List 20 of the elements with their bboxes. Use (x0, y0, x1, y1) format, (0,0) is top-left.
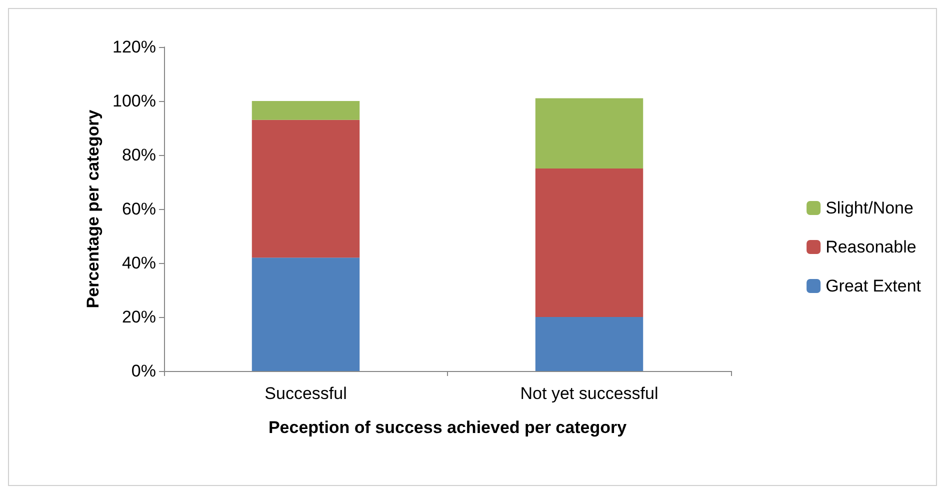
bar (535, 317, 644, 371)
x-axis-title: Peception of success achieved per category (268, 418, 628, 437)
legend-label: Slight/None (826, 198, 914, 218)
bar (535, 98, 644, 168)
legend-label: Reasonable (826, 238, 916, 256)
y-tick-label: 100% (112, 92, 156, 110)
y-tick-label: 0% (131, 362, 156, 380)
bar (252, 120, 360, 258)
y-tick-label: 60% (122, 200, 156, 218)
bar (535, 168, 644, 317)
bar (252, 258, 360, 371)
legend-label: Great Extent (826, 276, 922, 296)
y-tick-label: 120% (112, 38, 156, 56)
x-tick-label: Not yet successful (520, 384, 658, 403)
y-tick-label: 80% (122, 146, 156, 164)
x-tick-label: Successful (264, 384, 347, 403)
y-tick-label: 40% (122, 254, 156, 272)
y-axis-title: Percentage per category (84, 109, 103, 308)
y-tick-label: 20% (122, 308, 156, 326)
bar (252, 101, 360, 120)
